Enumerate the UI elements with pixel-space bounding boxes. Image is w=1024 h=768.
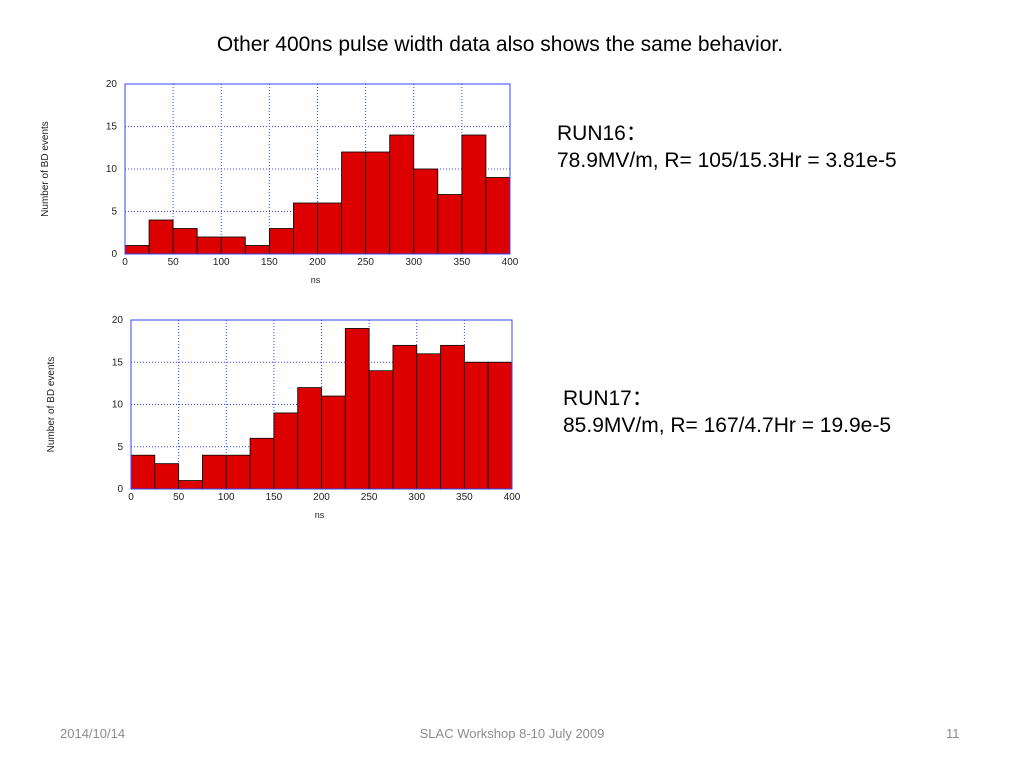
chart2-xtick-label: 250 [361,492,378,503]
chart1-xtick-label: 50 [168,257,180,268]
chart1-bar [124,245,150,255]
chart1-bar [293,202,318,255]
chart1-ytick-label: 5 [111,207,117,218]
chart2-bar [392,344,418,490]
chart1-xtick-label: 100 [213,257,230,268]
chart2-bar [130,454,156,490]
chart2-bar [297,387,322,490]
chart1-xtick-label: 150 [261,257,278,268]
chart1-bar [461,134,487,255]
chart2-bar [440,344,465,490]
chart1-xlabel: ns [311,275,321,285]
run17-info: RUN17： 85.9MV/m, R= 167/4.7Hr = 19.9e-5 [563,385,891,439]
chart1-bar [172,228,198,255]
chart2-bar [368,370,394,490]
chart1-bar [220,236,246,255]
footer-date: 2014/10/14 [60,726,126,741]
chart2-xtick-label: 200 [313,492,330,503]
chart2-bar [463,361,489,490]
chart2-xlabel: ns [315,510,325,520]
run16-rate: 78.9MV/m, R= 105/15.3Hr = 3.81e-5 [557,149,897,172]
chart2-xtick-label: 350 [456,492,473,503]
chart1-xtick-label: 250 [357,257,374,268]
chart2-xtick-label: 100 [218,492,235,503]
chart1-xtick-label: 400 [502,257,519,268]
chart1-bar [317,202,342,255]
chart2-bar [249,437,275,490]
chart1-bar [437,194,463,255]
chart1-frame [124,83,511,255]
chart2-bar [487,361,513,490]
chart1-ytick-label: 0 [111,249,117,260]
slide-title: Other 400ns pulse width data also shows … [216,33,784,56]
chart2-ylabel: Number of BD events [46,357,57,453]
chart1-ytick-label: 20 [106,79,118,90]
chart2-ytick-label: 0 [117,484,123,495]
chart2-bar [202,454,227,490]
run16-info: RUN16： 78.9MV/m, R= 105/15.3Hr = 3.81e-5 [557,120,897,174]
chart2-bar [416,353,441,490]
chart2-xtick-label: 300 [408,492,425,503]
chart2-xtick-label: 150 [266,492,283,503]
chart1-bar [244,245,270,255]
chart2-ytick-label: 15 [112,357,124,368]
chart1-xtick-label: 300 [405,257,422,268]
chart2-bar [154,463,180,490]
chart2-bar [225,454,251,490]
chart2-ytick-label: 5 [117,442,123,453]
chart1-bar [365,151,391,255]
chart1-bar [485,177,511,255]
chart1-bar [196,236,222,255]
chart2-xtick-label: 400 [504,492,521,503]
chart1-ytick-label: 15 [106,122,118,133]
chart1-bar [341,151,367,255]
run17-label: RUN17： [563,387,653,410]
chart1-xtick-label: 0 [122,257,128,268]
chart1-xtick-label: 200 [309,257,326,268]
run17-rate: 85.9MV/m, R= 167/4.7Hr = 19.9e-5 [563,414,892,437]
chart2-bar [321,395,346,490]
chart2-frame [130,319,513,490]
chart1-bar [268,228,294,255]
chart1-ytick-label: 10 [106,164,118,175]
chart1-xtick-label: 350 [454,257,471,268]
page-number: 11 [946,726,960,741]
chart1-bar [148,219,174,255]
chart2-bar [273,412,299,490]
chart1-bar [413,168,439,255]
chart1-ylabel: Number of BD events [40,121,51,217]
footer-event: SLAC Workshop 8-10 July 2009 [419,726,605,741]
chart2-ytick-label: 20 [112,315,124,326]
chart2-bar [178,480,203,490]
run16-label: RUN16： [557,122,647,145]
chart2-bar [344,328,370,490]
chart2-ytick-label: 10 [112,400,124,411]
chart2-xtick-label: 50 [173,492,185,503]
chart2-xtick-label: 0 [128,492,134,503]
chart1-bar [389,134,415,255]
